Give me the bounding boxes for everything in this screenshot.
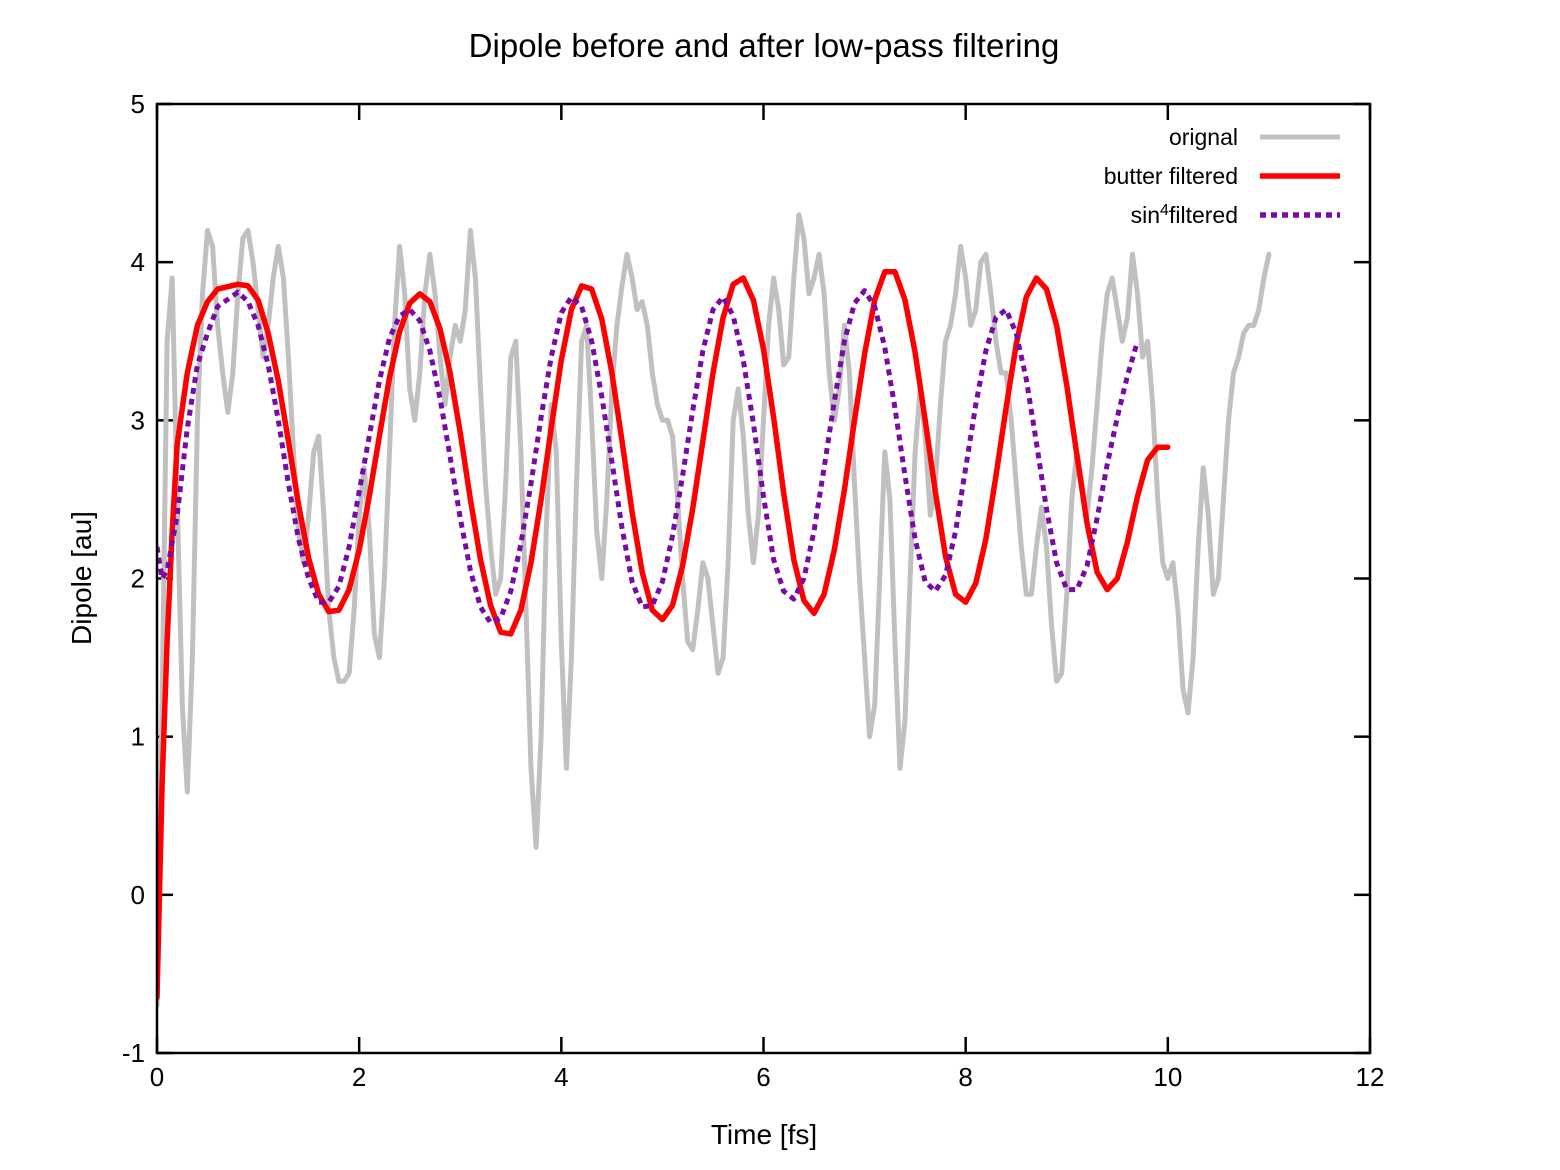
y-tick-label-2: 1 <box>131 722 145 752</box>
x-axis-label: Time [fs] <box>711 1119 817 1150</box>
x-tick-label-3: 6 <box>756 1062 770 1092</box>
series-line-sin4filtered <box>157 288 1140 626</box>
legend-label-butter-filtered: butter filtered <box>1104 163 1238 189</box>
series-line-orignal <box>157 212 1272 1008</box>
y-tick-label-3: 2 <box>131 564 145 594</box>
y-tick-label-4: 3 <box>131 405 145 435</box>
chart-title: Dipole before and after low-pass filteri… <box>469 27 1060 64</box>
y-tick-label-0: -1 <box>122 1038 145 1068</box>
x-tick-label-5: 10 <box>1153 1062 1182 1092</box>
legend-label-orignal: orignal <box>1169 124 1238 150</box>
legend-label-sin4filtered: sin4filtered <box>1131 202 1238 229</box>
plot-frame <box>155 102 1372 1055</box>
y-tick-label-6: 5 <box>131 89 145 119</box>
x-tick-label-4: 8 <box>958 1062 972 1092</box>
plot-area <box>157 212 1272 1008</box>
series-line-butter-filtered <box>157 268 1171 1001</box>
y-tick-label-1: 0 <box>131 880 145 910</box>
x-tick-label-2: 4 <box>554 1062 568 1092</box>
y-tick-label-5: 4 <box>131 247 145 277</box>
x-tick-label-1: 2 <box>352 1062 366 1092</box>
y-axis-label: Dipole [au] <box>66 511 97 645</box>
x-tick-label-6: 12 <box>1356 1062 1385 1092</box>
x-tick-label-0: 0 <box>150 1062 164 1092</box>
legend: orignal butter filtered sin4filtered <box>1104 124 1340 228</box>
